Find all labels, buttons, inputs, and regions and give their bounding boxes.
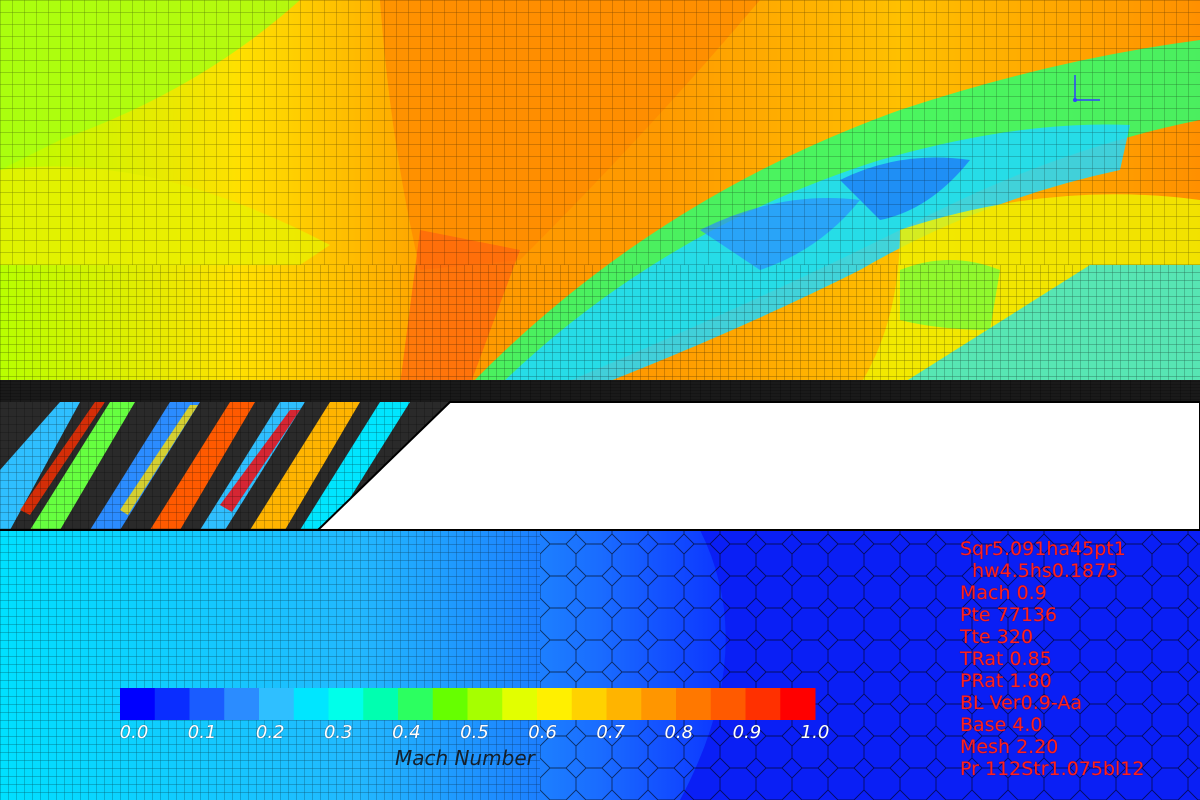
parameter-line: TRat 0.85 xyxy=(960,648,1052,670)
colorbar-swatch xyxy=(363,688,399,720)
colorbar-swatch xyxy=(189,688,225,720)
axis-triad-icon xyxy=(1073,75,1100,102)
colorbar-swatch xyxy=(641,688,677,720)
colorbar-tick-label: 0.2 xyxy=(255,722,285,743)
solid-body xyxy=(315,401,1200,531)
colorbar-swatch xyxy=(606,688,642,720)
parameter-list: Sqr5.091ha45pt1 hw4.5hs0.1875 Mach 0.9 Pte… xyxy=(960,538,1144,780)
colorbar-tick-label: 0.7 xyxy=(596,722,626,743)
colorbar-swatch xyxy=(745,688,781,720)
colorbar-swatch xyxy=(328,688,364,720)
colorbar-tick-label: 0.3 xyxy=(323,722,353,743)
colorbar-tick-label: 0.1 xyxy=(187,722,217,743)
colorbar-swatch xyxy=(676,688,712,720)
colorbar-tick-label: 0.5 xyxy=(460,722,489,743)
parameter-line: Tte 320 xyxy=(960,626,1034,648)
parameter-line: BL Ver0.9-Aa xyxy=(960,692,1082,714)
colorbar-swatch xyxy=(571,688,607,720)
colorbar-swatch xyxy=(259,688,295,720)
colorbar-swatch xyxy=(502,688,538,720)
parameter-line: Pte 77136 xyxy=(960,604,1058,626)
colorbar-tick-label: 0.4 xyxy=(392,722,421,743)
parameter-line: Base 4.0 xyxy=(960,714,1043,736)
parameter-line: Pr 112Str1.075bl12 xyxy=(960,758,1145,780)
colorbar-tick-label: 1.0 xyxy=(800,722,830,743)
parameter-line: Mesh 2.20 xyxy=(960,736,1059,758)
colorbar-swatch xyxy=(710,688,746,720)
colorbar-swatch xyxy=(537,688,573,720)
colorbar-tick-label: 0.9 xyxy=(732,722,762,743)
colorbar-tick-label: 0.0 xyxy=(119,722,149,743)
parameter-line: Sqr5.091ha45pt1 xyxy=(960,538,1126,560)
colorbar-swatch xyxy=(780,688,816,720)
colorbar-swatch xyxy=(467,688,503,720)
parameter-line: Mach 0.9 xyxy=(960,582,1047,604)
colorbar-swatch xyxy=(432,688,468,720)
parameter-line: PRat 1.80 xyxy=(960,670,1052,692)
colorbar-swatch xyxy=(120,688,156,720)
colorbar-swatch xyxy=(398,688,434,720)
colorbar-tick-label: 0.8 xyxy=(664,722,694,743)
parameter-line: hw4.5hs0.1875 xyxy=(960,560,1119,582)
colorbar-title: Mach Number xyxy=(395,746,535,770)
colorbar-swatch xyxy=(224,688,260,720)
colorbar xyxy=(120,688,816,720)
colorbar-tick-label: 0.6 xyxy=(528,722,557,743)
colorbar-swatch xyxy=(293,688,329,720)
colorbar-swatch xyxy=(154,688,190,720)
